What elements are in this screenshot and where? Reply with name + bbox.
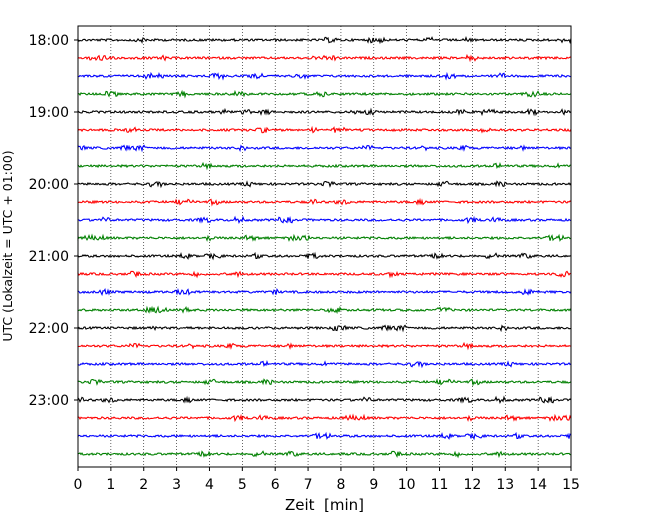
x-tick-label: 8 <box>336 477 345 493</box>
x-tick-label: 2 <box>139 477 148 493</box>
trace-2215 <box>77 341 572 351</box>
y-tick-label: 19:00 <box>29 105 69 121</box>
trace-2245 <box>77 378 572 387</box>
trace-2345 <box>77 450 572 459</box>
x-tick-label: 14 <box>529 477 547 493</box>
y-tick-label: 18:00 <box>29 33 69 49</box>
x-tick-label: 7 <box>304 477 313 493</box>
x-tick-label: 10 <box>398 477 416 493</box>
trace-2200 <box>77 324 572 333</box>
x-tick-label: 6 <box>271 477 280 493</box>
x-tick-label: 3 <box>172 477 181 493</box>
trace-1930 <box>77 144 572 153</box>
trace-2230 <box>77 359 572 369</box>
seismogram-traces <box>77 36 572 459</box>
trace-2045 <box>77 233 572 242</box>
y-axis-ticks: 18:00 19:00 20:00 21:00 22:00 23:00 <box>29 33 78 409</box>
x-tick-label: 0 <box>74 477 83 493</box>
x-tick-label: 11 <box>431 477 449 493</box>
x-tick-label: 5 <box>238 477 247 493</box>
trace-2315 <box>77 413 572 423</box>
trace-1800 <box>77 36 572 45</box>
y-tick-label: 23:00 <box>29 393 69 409</box>
x-axis-ticks: 0 1 2 3 4 5 6 7 8 9 10 11 12 13 14 15 <box>74 467 580 493</box>
y-tick-label: 22:00 <box>29 321 69 337</box>
y-axis-label: UTC (Lokalzeit = UTC + 01:00) <box>0 150 15 341</box>
trace-2145 <box>77 305 572 315</box>
x-tick-label: 15 <box>562 477 580 493</box>
trace-2115 <box>77 270 572 279</box>
trace-2100 <box>77 251 572 261</box>
trace-2130 <box>77 288 572 297</box>
trace-2330 <box>77 431 572 441</box>
x-tick-label: 12 <box>463 477 481 493</box>
trace-1815 <box>77 53 572 63</box>
trace-1915 <box>77 125 572 134</box>
trace-2300 <box>77 395 572 405</box>
x-tick-label: 9 <box>369 477 378 493</box>
x-tick-label: 1 <box>106 477 115 493</box>
plot-frame <box>77 25 572 468</box>
trace-1830 <box>77 71 572 81</box>
y-tick-label: 20:00 <box>29 177 69 193</box>
y-tick-label: 21:00 <box>29 249 69 265</box>
trace-2030 <box>77 215 572 225</box>
trace-1945 <box>77 161 572 171</box>
x-tick-label: 13 <box>496 477 514 493</box>
trace-1900 <box>77 107 572 117</box>
trace-2015 <box>77 197 572 207</box>
trace-2000 <box>77 180 572 189</box>
plot-area <box>78 26 571 467</box>
trace-1845 <box>77 89 572 99</box>
x-tick-label: 4 <box>205 477 214 493</box>
x-axis-label: Zeit [min] <box>285 496 364 514</box>
